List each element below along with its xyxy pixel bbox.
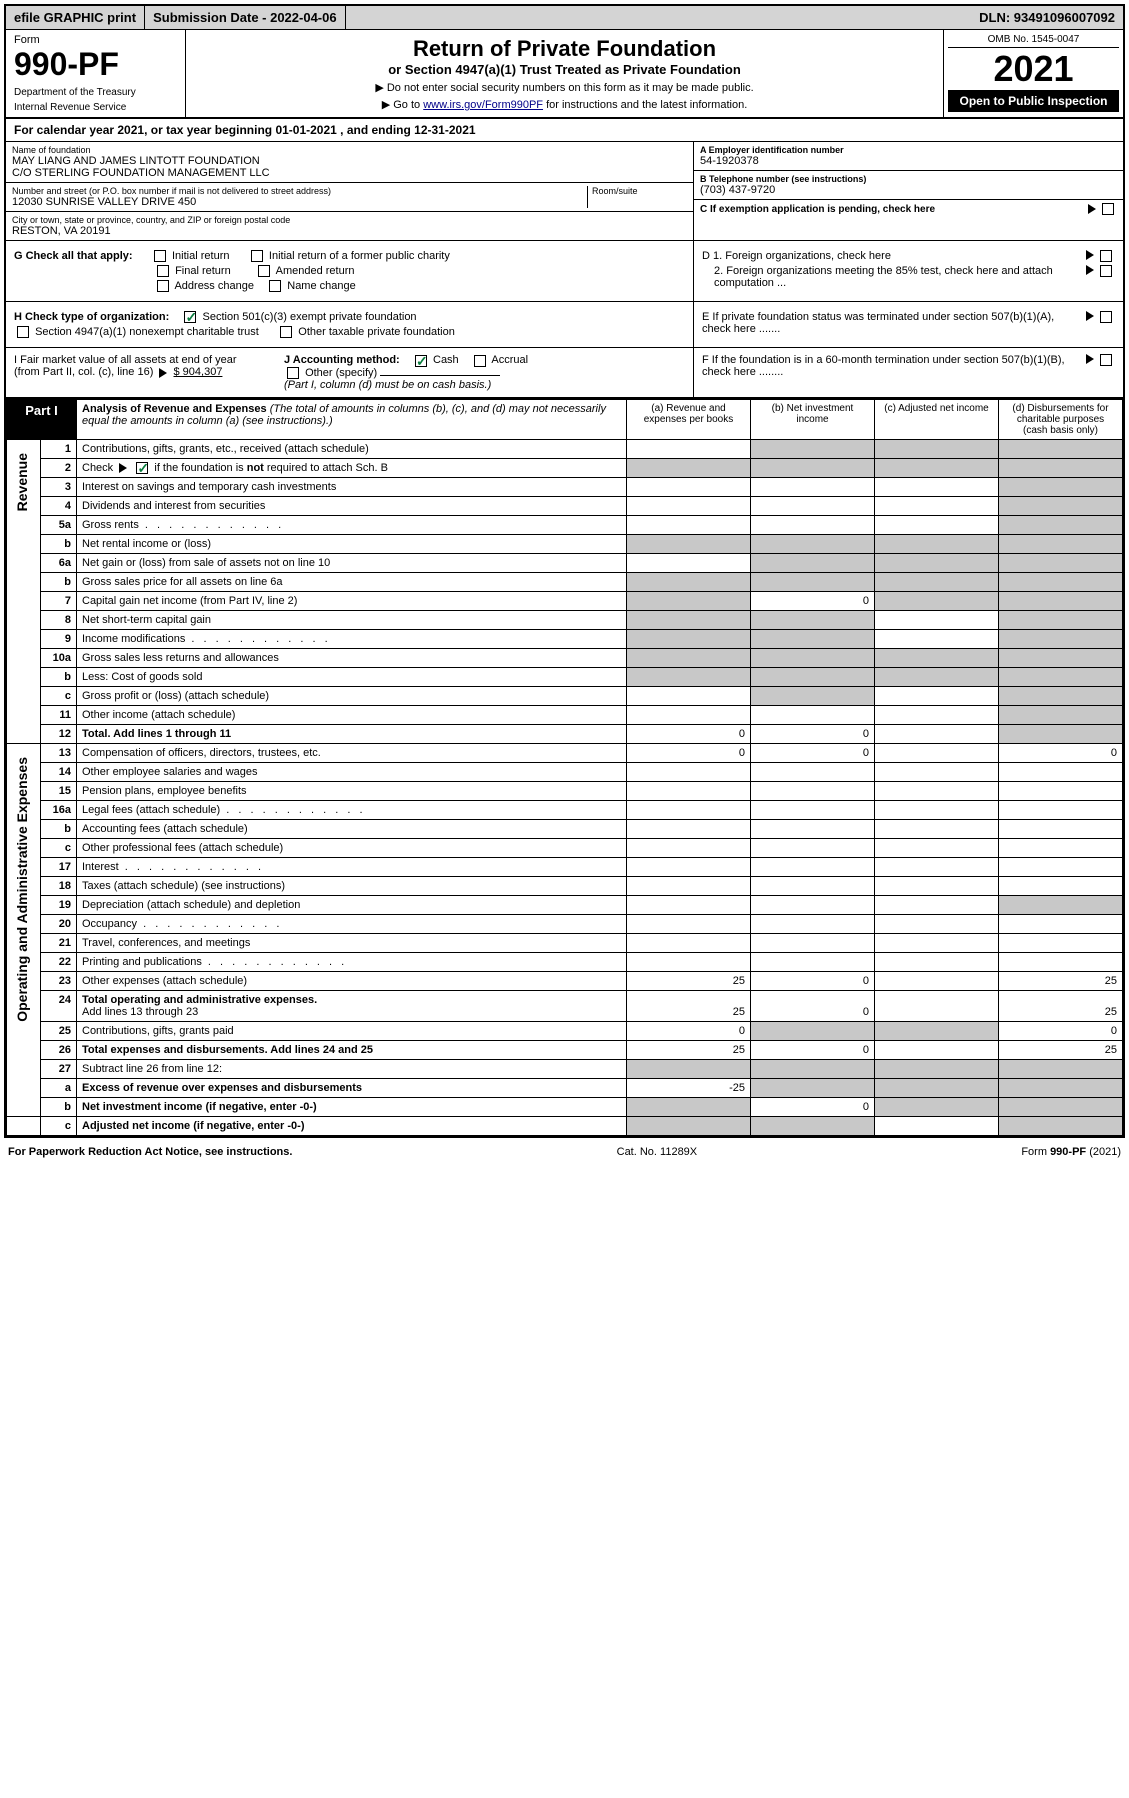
name-label: Name of foundation <box>12 145 687 155</box>
efile-label: efile GRAPHIC print <box>6 6 145 29</box>
arrow-icon <box>159 368 167 378</box>
col-c-header: (c) Adjusted net income <box>875 399 999 439</box>
foundation-name-1: MAY LIANG AND JAMES LINTOTT FOUNDATION <box>12 155 687 167</box>
j-note: (Part I, column (d) must be on cash basi… <box>284 379 685 391</box>
side-oae: Operating and Administrative Expenses <box>12 747 32 1032</box>
foundation-city: RESTON, VA 20191 <box>12 225 687 237</box>
h-other-taxable-checkbox[interactable] <box>280 326 292 338</box>
g-initial-return-checkbox[interactable] <box>154 250 166 262</box>
form-label: Form <box>14 34 177 46</box>
footer-left: For Paperwork Reduction Act Notice, see … <box>8 1146 292 1158</box>
dln: DLN: 93491096007092 <box>971 6 1123 29</box>
submission-date: Submission Date - 2022-04-06 <box>145 6 346 29</box>
foundation-name-2: C/O STERLING FOUNDATION MANAGEMENT LLC <box>12 167 687 179</box>
f-checkbox[interactable] <box>1100 354 1112 366</box>
calendar-year-row: For calendar year 2021, or tax year begi… <box>6 119 1123 142</box>
note-link: ▶ Go to www.irs.gov/Form990PF for instru… <box>192 98 937 111</box>
col-d-header: (d) Disbursements for charitable purpose… <box>999 399 1123 439</box>
addr-label: Number and street (or P.O. box number if… <box>12 186 587 196</box>
d1-checkbox[interactable] <box>1100 250 1112 262</box>
g-address-change-checkbox[interactable] <box>157 280 169 292</box>
side-revenue: Revenue <box>12 443 32 521</box>
c-label: C If exemption application is pending, c… <box>700 204 1085 215</box>
g-final-return-checkbox[interactable] <box>157 265 169 277</box>
topbar: efile GRAPHIC print Submission Date - 20… <box>6 6 1123 30</box>
checks-h-e: H Check type of organization: Section 50… <box>6 302 1123 348</box>
irs-link[interactable]: www.irs.gov/Form990PF <box>423 99 543 111</box>
dept-treasury: Department of the Treasury <box>14 87 177 98</box>
arrow-icon <box>1086 265 1094 275</box>
h-4947-checkbox[interactable] <box>17 326 29 338</box>
col-b-header: (b) Net investment income <box>751 399 875 439</box>
footer-mid: Cat. No. 11289X <box>617 1146 698 1158</box>
d2-checkbox[interactable] <box>1100 265 1112 277</box>
form-number: 990-PF <box>14 46 177 83</box>
j-label: J Accounting method: <box>284 354 400 366</box>
ein-label: A Employer identification number <box>700 145 1117 155</box>
foundation-addr: 12030 SUNRISE VALLEY DRIVE 450 <box>12 196 587 208</box>
l2-checkbox[interactable] <box>136 462 148 474</box>
arrow-icon <box>119 463 127 473</box>
arrow-icon <box>1088 204 1096 214</box>
footer: For Paperwork Reduction Act Notice, see … <box>0 1142 1129 1162</box>
e-checkbox[interactable] <box>1100 311 1112 323</box>
dept-irs: Internal Revenue Service <box>14 102 177 113</box>
e-label: E If private foundation status was termi… <box>702 311 1083 335</box>
d1-label: D 1. Foreign organizations, check here <box>702 250 1083 262</box>
checks-g-d: G Check all that apply: Initial return I… <box>6 241 1123 302</box>
city-label: City or town, state or province, country… <box>12 215 687 225</box>
form-subtitle: or Section 4947(a)(1) Trust Treated as P… <box>192 62 937 77</box>
g-label: G Check all that apply: <box>14 250 133 262</box>
form-title: Return of Private Foundation <box>192 36 937 62</box>
footer-right: Form 990-PF (2021) <box>1021 1146 1121 1158</box>
g-name-change-checkbox[interactable] <box>269 280 281 292</box>
identity-block: Name of foundation MAY LIANG AND JAMES L… <box>6 142 1123 241</box>
g-amended-return-checkbox[interactable] <box>258 265 270 277</box>
inspection-badge: Open to Public Inspection <box>948 90 1119 112</box>
row-ijf: I Fair market value of all assets at end… <box>6 348 1123 398</box>
tel-value: (703) 437-9720 <box>700 184 1117 196</box>
d2-label: 2. Foreign organizations meeting the 85%… <box>702 265 1083 289</box>
col-a-header: (a) Revenue and expenses per books <box>627 399 751 439</box>
omb-number: OMB No. 1545-0047 <box>948 34 1119 48</box>
part1-table: Part I Analysis of Revenue and Expenses … <box>6 399 1123 1136</box>
note-ssn: ▶ Do not enter social security numbers o… <box>192 81 937 94</box>
room-label: Room/suite <box>592 186 687 196</box>
tax-year: 2021 <box>948 48 1119 90</box>
header-mid: Return of Private Foundation or Section … <box>186 30 943 117</box>
header-left: Form 990-PF Department of the Treasury I… <box>6 30 186 117</box>
arrow-icon <box>1086 311 1094 321</box>
header-block: Form 990-PF Department of the Treasury I… <box>6 30 1123 119</box>
h-label: H Check type of organization: <box>14 311 169 323</box>
j-cash-checkbox[interactable] <box>415 355 427 367</box>
form-990pf: efile GRAPHIC print Submission Date - 20… <box>4 4 1125 1138</box>
i-amount: $ 904,307 <box>174 366 223 378</box>
header-right: OMB No. 1545-0047 2021 Open to Public In… <box>943 30 1123 117</box>
j-other-checkbox[interactable] <box>287 367 299 379</box>
part1-desc-cell: Analysis of Revenue and Expenses (The to… <box>77 399 627 439</box>
g-initial-former-charity-checkbox[interactable] <box>251 250 263 262</box>
c-checkbox[interactable] <box>1102 203 1114 215</box>
f-label: F If the foundation is in a 60-month ter… <box>702 354 1083 390</box>
tel-label: B Telephone number (see instructions) <box>700 174 1117 184</box>
h-501c3-checkbox[interactable] <box>184 311 196 323</box>
arrow-icon <box>1086 354 1094 364</box>
j-accrual-checkbox[interactable] <box>474 355 486 367</box>
arrow-icon <box>1086 250 1094 260</box>
part1-tab: Part I <box>7 399 77 439</box>
ein-value: 54-1920378 <box>700 155 1117 167</box>
